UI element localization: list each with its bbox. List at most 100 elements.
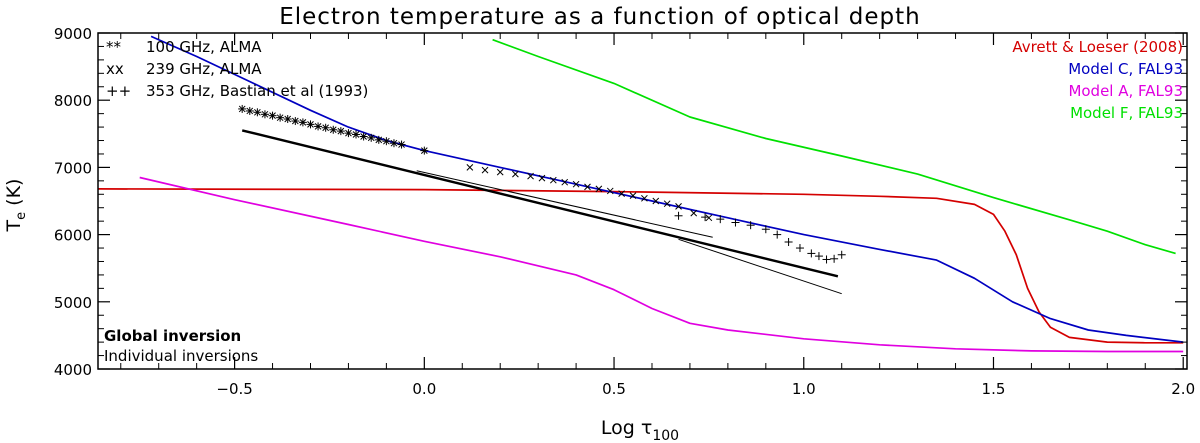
x-axis: −0.5 0.0 0.5 1.0 1.5 2.0 — [120, 33, 1195, 398]
asterisk-point — [306, 120, 315, 129]
x-tick-label: 0.0 — [412, 380, 436, 398]
model-legend: Avrett & Loeser (2008) Model C, FAL93 Mode… — [1012, 38, 1183, 122]
chart-title: Electron temperature as a function of op… — [279, 4, 921, 30]
cross-point — [572, 180, 580, 188]
series-line-individual-inversions-100-ghz — [416, 170, 713, 238]
series-line-avrett-loeser-2008 — [97, 188, 1184, 344]
cross-point — [675, 203, 682, 210]
y-axis-label-sub: e — [14, 212, 29, 220]
plus-point — [761, 225, 770, 234]
inversion-notes: Global inversion Individual inversions — [104, 327, 258, 365]
cross-point — [584, 183, 591, 191]
asterisk-point — [283, 115, 292, 124]
asterisk-point — [359, 132, 368, 141]
cross-point — [512, 170, 519, 178]
obs-legend-label: 239 GHz, ALMA — [146, 60, 262, 78]
x-tick-label: 1.5 — [982, 380, 1006, 398]
asterisk-point — [374, 135, 383, 144]
cross-point — [663, 200, 671, 208]
observation-legend: ** 100 GHz, ALMA xx 239 GHz, ALMA ++ 353 GHz,… — [106, 38, 368, 100]
plus-point — [784, 237, 793, 246]
cross-point — [606, 187, 614, 195]
asterisk-point — [344, 129, 353, 138]
cross-point — [481, 166, 489, 174]
asterisk-point — [253, 108, 262, 117]
x-tick-label: 1.0 — [792, 380, 816, 398]
asterisk-point — [314, 122, 323, 131]
series-line-model-c-fal93 — [150, 35, 1184, 343]
note-global-inversion: Global inversion — [104, 327, 241, 345]
cross-point — [538, 174, 546, 182]
obs-legend-label: 353 GHz, Bastian et al (1993) — [146, 82, 368, 100]
asterisk-point — [382, 137, 391, 146]
x-axis-label-main: Log τ — [601, 417, 652, 439]
asterisk-point — [321, 123, 330, 132]
asterisk-point — [245, 106, 254, 115]
note-individual-inversions: Individual inversions — [104, 347, 258, 365]
cross-point — [496, 168, 504, 176]
y-tick-label: 6000 — [54, 227, 92, 245]
x-axis-label: Log τ100 — [601, 417, 679, 443]
plus-point — [674, 211, 683, 220]
obs-legend-symbol: xx — [106, 60, 124, 78]
y-axis: 4000 5000 6000 7000 8000 9000 — [54, 25, 1187, 379]
cross-point — [561, 178, 569, 186]
plot-frame — [97, 32, 1188, 370]
asterisk-point — [329, 125, 338, 134]
cross-point — [618, 190, 625, 197]
cross-point — [527, 172, 534, 180]
x-tick-label: 2.0 — [1171, 380, 1195, 398]
plus-point — [773, 230, 782, 239]
model-legend-entry: Model C, FAL93 — [1068, 60, 1183, 78]
y-tick-label: 4000 — [54, 361, 92, 379]
cross-point — [466, 164, 474, 171]
series-line-model-f-fal93 — [492, 38, 1176, 255]
plus-point — [837, 250, 846, 259]
scatter-layer — [238, 104, 846, 264]
x-tick-label: −0.5 — [216, 380, 252, 398]
cross-point — [705, 214, 713, 222]
model-legend-entry: Avrett & Loeser (2008) — [1012, 38, 1183, 56]
cross-point — [549, 176, 557, 184]
y-axis-label-main: T — [3, 219, 25, 232]
cross-point — [595, 185, 603, 193]
plus-point — [822, 255, 831, 264]
cross-point — [641, 194, 648, 202]
asterisk-point — [336, 127, 345, 136]
plus-point — [814, 252, 823, 261]
obs-legend-symbol: ++ — [106, 82, 131, 100]
asterisk-point — [268, 111, 277, 120]
obs-legend-label: 100 GHz, ALMA — [146, 38, 262, 56]
plus-point — [731, 218, 740, 227]
series-layer — [97, 35, 1184, 353]
plus-point — [746, 221, 755, 230]
asterisk-point — [367, 133, 376, 142]
model-legend-entry: Model F, FAL93 — [1070, 104, 1183, 122]
asterisk-point — [291, 117, 300, 126]
plus-point — [795, 244, 804, 253]
plus-point — [716, 215, 725, 224]
asterisk-point — [276, 113, 285, 122]
model-legend-entry: Model A, FAL93 — [1068, 82, 1183, 100]
x-axis-label-sub: 100 — [652, 428, 679, 443]
y-axis-label: Te (K) — [3, 179, 29, 233]
cross-point — [629, 192, 637, 199]
y-tick-label: 8000 — [54, 92, 92, 110]
plus-point — [807, 249, 816, 258]
cross-point — [690, 209, 698, 217]
x-tick-label: 0.5 — [602, 380, 626, 398]
asterisk-point — [298, 118, 307, 127]
y-tick-label: 9000 — [54, 25, 92, 43]
asterisk-point — [352, 130, 361, 139]
asterisk-point — [420, 146, 429, 155]
plus-point — [701, 213, 710, 222]
asterisk-point — [397, 140, 406, 149]
series-line-global-inversion — [241, 129, 839, 278]
series-line-individual-inversions-353-ghz — [678, 238, 842, 295]
y-axis-label-unit: (K) — [3, 179, 25, 212]
asterisk-point — [260, 110, 269, 119]
series-line-model-a-fal93 — [139, 176, 1184, 353]
y-tick-label: 5000 — [54, 294, 92, 312]
asterisk-point — [389, 139, 398, 148]
asterisk-point — [238, 104, 247, 113]
